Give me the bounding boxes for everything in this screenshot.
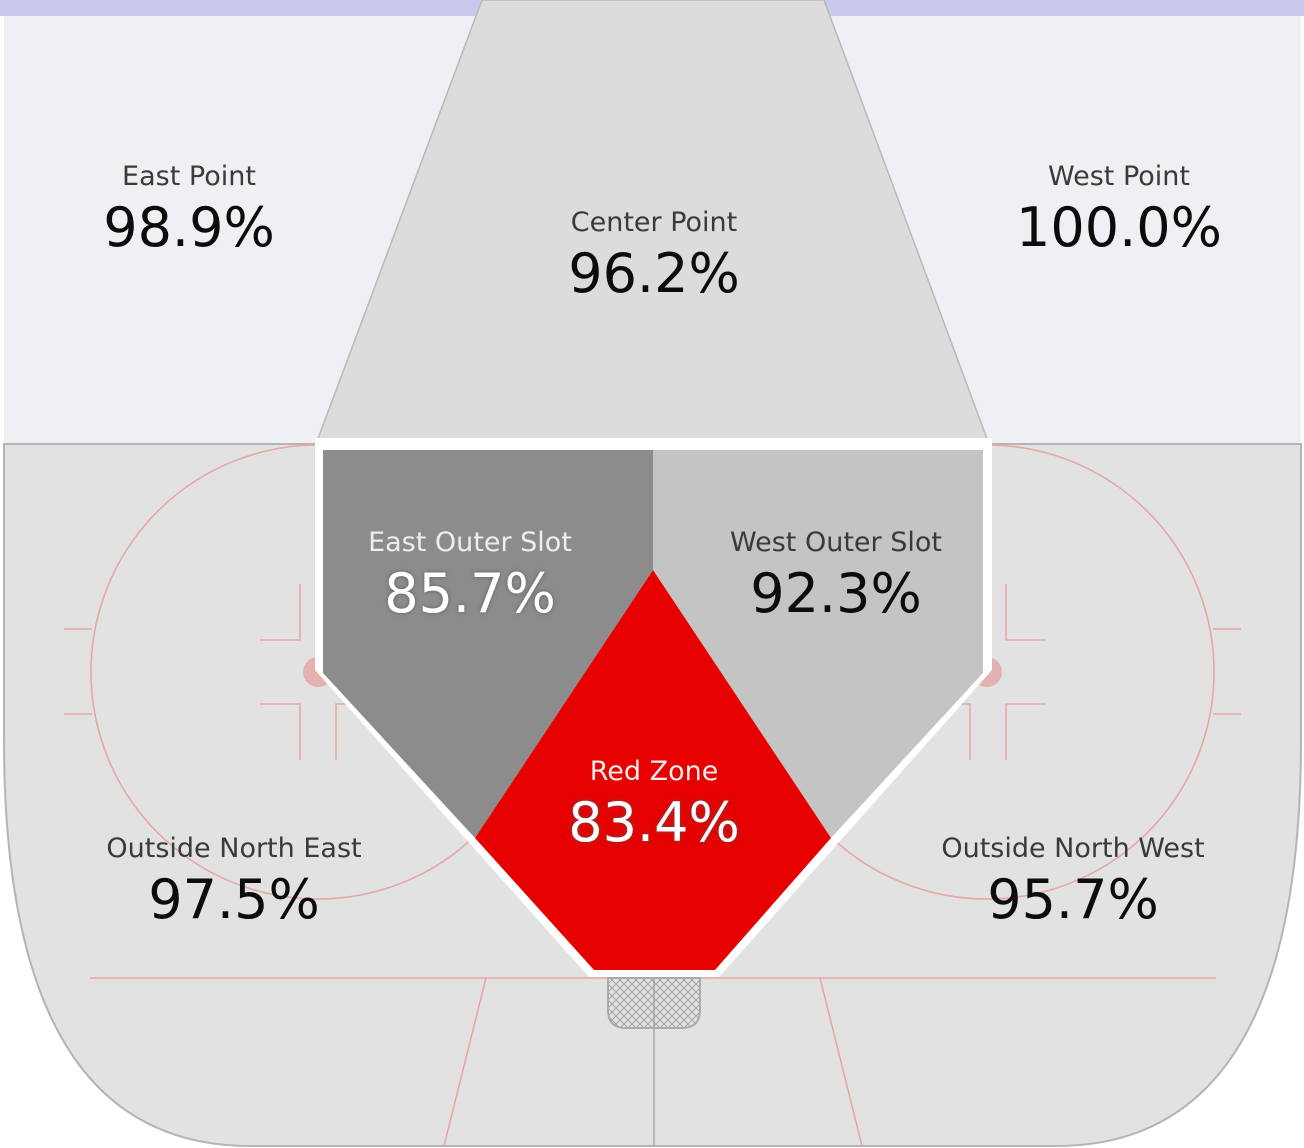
- red-zone-label: Red Zone: [590, 756, 719, 787]
- goal-net: [607, 977, 701, 1029]
- outside-north-east-value: 97.5%: [148, 868, 320, 931]
- outside-north-west-value: 95.7%: [987, 868, 1159, 931]
- zone-west-outer-slot[interactable]: [653, 450, 983, 838]
- red-zone-value: 83.4%: [568, 791, 740, 854]
- east-point-value: 98.9%: [103, 196, 275, 259]
- outside-north-east-label: Outside North East: [106, 833, 361, 864]
- center-point-label: Center Point: [571, 207, 738, 238]
- center-point-value: 96.2%: [568, 242, 740, 305]
- east-outer-slot-label: East Outer Slot: [368, 527, 572, 558]
- zone-red-zone[interactable]: [475, 570, 831, 970]
- west-point-label: West Point: [1048, 161, 1190, 192]
- west-outer-slot-value: 92.3%: [750, 562, 922, 625]
- east-point-label: East Point: [122, 161, 256, 192]
- west-point-value: 100.0%: [1016, 196, 1222, 259]
- crease-lines: [443, 977, 863, 1147]
- west-outer-slot-label: West Outer Slot: [730, 527, 942, 558]
- east-outer-slot-value: 85.7%: [384, 562, 556, 625]
- outside-north-west-label: Outside North West: [941, 833, 1204, 864]
- zone-east-outer-slot[interactable]: [323, 450, 653, 838]
